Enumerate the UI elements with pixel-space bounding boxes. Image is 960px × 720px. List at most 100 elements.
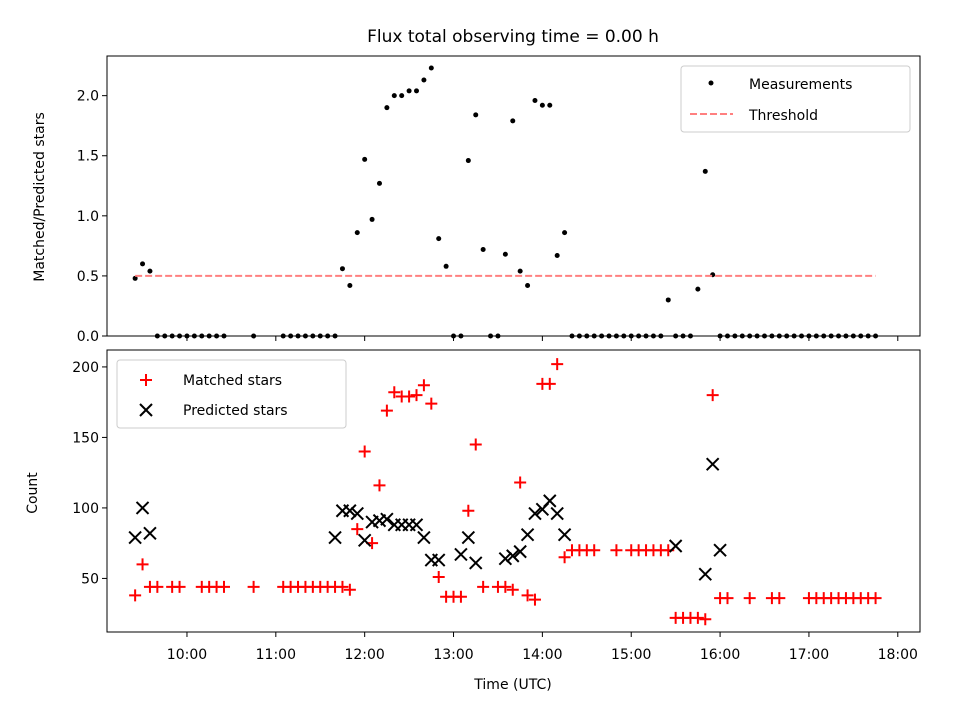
xtick-label: 18:00 xyxy=(878,647,918,663)
matched-star-point xyxy=(506,583,519,596)
predicted-star-point xyxy=(343,504,357,518)
predicted-star-point xyxy=(135,501,150,515)
measurement-point xyxy=(539,102,545,108)
top-ytick-label: 0.0 xyxy=(77,329,99,345)
predicted-star-point xyxy=(550,506,564,521)
top-ytick-label: 0.5 xyxy=(77,269,99,285)
top-plot-area: 0.0 0.5 1.0 1.5 2.0 xyxy=(77,65,899,345)
matched-star-point xyxy=(551,358,564,371)
bottom-ytick-label: 100 xyxy=(72,501,99,517)
predicted-star-point xyxy=(498,551,513,566)
measurement-point xyxy=(702,168,708,174)
predicted-star-point xyxy=(698,567,712,581)
bottom-plot-area: 50 100 150 200 10:00 11:00 12:00 13:00 14:00 15:0… xyxy=(72,358,918,663)
predicted-star-point xyxy=(432,553,446,567)
matched-star-point xyxy=(706,389,719,402)
matched-star-point xyxy=(462,504,475,517)
matched-star-point xyxy=(454,590,467,603)
measurement-point xyxy=(132,275,138,281)
measurement-point xyxy=(443,263,449,269)
matched-star-point xyxy=(543,377,556,390)
predicted-star-point xyxy=(417,530,431,545)
matched-star-point xyxy=(699,613,712,626)
predicted-star-point xyxy=(705,457,720,471)
legend-threshold-label: Threshold xyxy=(748,108,818,124)
xtick-label: 16:00 xyxy=(700,647,740,663)
predicted-star-point xyxy=(454,547,468,562)
predicted-star-point xyxy=(143,526,157,541)
bottom-ytick-label: 50 xyxy=(81,571,99,587)
matched-star-point xyxy=(528,593,541,606)
matched-star-point xyxy=(499,580,512,593)
matched-star-point xyxy=(743,592,756,605)
matched-star-point xyxy=(247,580,260,593)
predicted-star-point xyxy=(128,530,142,545)
measurement-point xyxy=(354,230,360,236)
matched-star-point xyxy=(425,397,438,410)
measurement-point xyxy=(362,156,368,162)
bottom-panel: Count Time (UTC) 50 100 150 200 10:00 11:00 12… xyxy=(25,349,921,693)
measurement-point xyxy=(376,180,382,186)
measurement-point xyxy=(428,65,434,71)
measurement-point xyxy=(384,105,390,111)
xtick-label: 13:00 xyxy=(433,647,473,663)
predicted-star-point xyxy=(557,528,572,542)
top-axes-frame xyxy=(106,55,921,337)
bottom-legend: Matched stars Predicted stars xyxy=(116,359,347,429)
bottom-panel-y-axis-label: Count xyxy=(25,472,41,514)
matched-star-point xyxy=(151,580,164,593)
matched-star-point xyxy=(558,551,571,564)
matched-star-point xyxy=(521,589,534,602)
matched-star-point xyxy=(469,438,482,451)
predicted-star-point xyxy=(713,543,727,557)
measurement-point xyxy=(391,93,397,99)
measurement-point xyxy=(510,118,516,124)
measurement-point xyxy=(473,112,479,118)
matched-star-point xyxy=(217,580,230,593)
predicted-star-point xyxy=(528,506,542,521)
measurement-point xyxy=(695,286,701,292)
matched-star-point xyxy=(388,386,401,399)
measurement-point xyxy=(406,88,412,94)
matched-star-point xyxy=(514,476,527,489)
matched-star-point xyxy=(477,580,490,593)
predicted-star-point xyxy=(469,556,483,570)
matched-star-point xyxy=(129,589,142,602)
predicted-star-point xyxy=(506,549,520,563)
matched-star-point xyxy=(773,592,786,605)
matched-star-point xyxy=(343,583,356,596)
bottom-axes-frame xyxy=(106,349,921,633)
matched-star-point xyxy=(432,571,445,584)
matched-star-point xyxy=(380,404,393,417)
xtick-label: 11:00 xyxy=(256,647,296,663)
matched-star-point xyxy=(410,389,423,402)
measurement-point xyxy=(347,283,353,289)
matched-star-point xyxy=(691,611,704,624)
bottom-ytick-label: 150 xyxy=(72,430,99,446)
measurement-point xyxy=(665,297,671,303)
top-panel-title: Flux total observing time = 0.00 h xyxy=(367,27,659,47)
predicted-star-point xyxy=(350,506,364,521)
xtick-label: 15:00 xyxy=(611,647,651,663)
measurement-point xyxy=(547,102,553,108)
matched-star-point xyxy=(721,592,734,605)
measurement-point xyxy=(399,93,405,99)
top-ytick-label: 1.0 xyxy=(77,209,99,225)
xtick-label: 10:00 xyxy=(167,647,207,663)
matched-star-point xyxy=(588,544,601,557)
legend-measurements-label: Measurements xyxy=(749,77,852,93)
bottom-ytick-label: 200 xyxy=(72,360,99,376)
predicted-star-point xyxy=(461,530,476,545)
legend-matched-marker xyxy=(140,374,152,386)
predicted-star-point xyxy=(513,544,527,559)
matched-star-point xyxy=(417,379,430,392)
predicted-star-point xyxy=(328,530,342,545)
top-legend-box xyxy=(680,65,911,133)
legend-predicted-marker xyxy=(139,403,153,417)
xtick-label: 12:00 xyxy=(344,647,384,663)
measurement-point xyxy=(532,97,538,103)
matched-star-point xyxy=(610,544,623,557)
legend-matched-label: Matched stars xyxy=(183,373,282,389)
measurement-point xyxy=(517,268,523,274)
matched-star-point xyxy=(136,558,149,571)
